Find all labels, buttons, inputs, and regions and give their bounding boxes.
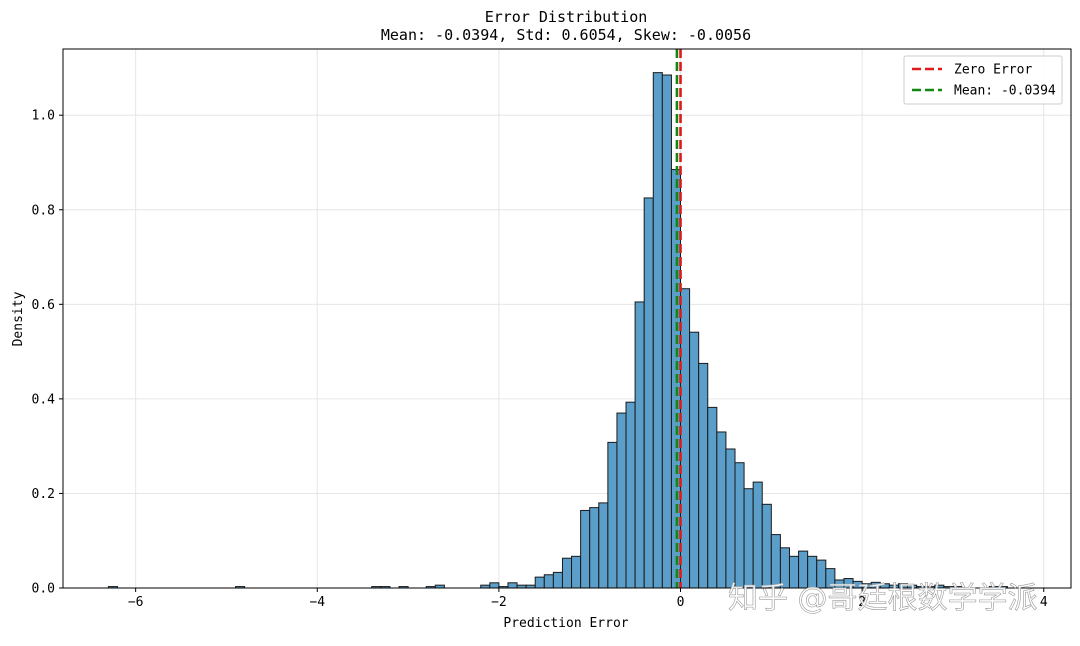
grid-lines: [63, 49, 1071, 589]
y-axis-ticks: 0.0 0.2 0.4 0.6 0.8 1.0: [32, 109, 63, 597]
histogram-bar: [689, 331, 700, 589]
y-tick-label: 0.4: [32, 392, 56, 407]
histogram-bar: [652, 72, 663, 589]
plot-frame: [62, 48, 1072, 589]
histogram-bar: [598, 502, 609, 589]
y-tick-label: 1.0: [32, 109, 55, 124]
y-tick-label: 0.0: [32, 582, 55, 597]
histogram-bar: [734, 462, 745, 589]
histogram-bar: [616, 412, 627, 589]
histogram-bar: [743, 488, 754, 589]
histogram-bar: [634, 301, 645, 589]
histogram-bar: [534, 576, 545, 589]
histogram-bar: [607, 441, 618, 589]
y-tick-label: 0.2: [32, 487, 55, 502]
histogram-bar: [561, 557, 573, 589]
histogram-bar: [552, 571, 563, 589]
x-axis-label: Prediction Error: [503, 616, 628, 631]
histogram-bar: [571, 555, 582, 589]
x-tick-label: 2: [858, 595, 866, 610]
x-axis-ticks: −6 −4 −2 0 2 4: [128, 588, 1048, 610]
histogram-bar: [698, 362, 709, 589]
x-tick-label: −4: [309, 595, 325, 610]
histogram-bar: [725, 448, 736, 589]
histogram-bar: [589, 507, 600, 589]
reference-lines: [675, 49, 682, 588]
legend-label: Mean: -0.0394: [954, 84, 1056, 99]
y-tick-label: 0.8: [32, 203, 55, 218]
watermark-text: 知乎 @哥廷根数学学派: [728, 581, 1038, 616]
histogram-bar: [716, 431, 727, 589]
x-tick-label: 0: [677, 595, 685, 610]
histogram-bar: [752, 481, 763, 589]
histogram-bar: [580, 509, 591, 589]
histogram-bar: [770, 534, 781, 589]
x-tick-label: −6: [128, 595, 144, 610]
x-tick-label: −2: [491, 595, 507, 610]
chart-subtitle: Mean: -0.0394, Std: 0.6054, Skew: -0.005…: [381, 26, 751, 44]
histogram-bar: [680, 288, 691, 589]
chart-title: Error Distribution: [485, 8, 648, 26]
histogram-bar: [707, 406, 718, 589]
legend: Zero Error Mean: -0.0394: [903, 55, 1063, 105]
histogram-bar: [543, 574, 554, 589]
histogram-bar: [507, 582, 518, 589]
histogram-bar: [661, 74, 672, 589]
histogram-bar: [489, 582, 500, 589]
histogram-bar: [643, 197, 654, 589]
y-axis-label: Density: [11, 291, 26, 346]
y-tick-label: 0.6: [32, 298, 55, 313]
histogram-bar: [625, 401, 636, 589]
legend-label: Zero Error: [954, 63, 1032, 78]
histogram-bars: [107, 72, 1008, 589]
histogram-bar: [761, 503, 772, 589]
legend-box: [903, 55, 1063, 105]
x-tick-label: 4: [1040, 595, 1048, 610]
